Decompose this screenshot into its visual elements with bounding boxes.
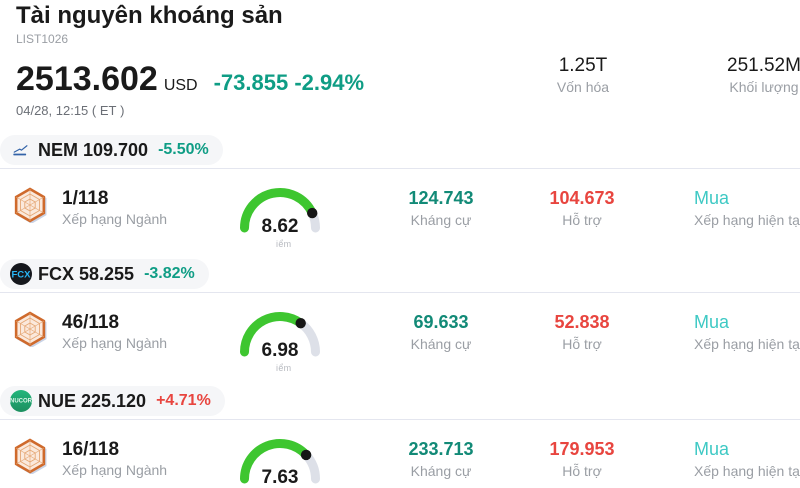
svg-text:FCX: FCX <box>12 270 32 281</box>
svg-text:NUCOR: NUCOR <box>10 399 32 405</box>
